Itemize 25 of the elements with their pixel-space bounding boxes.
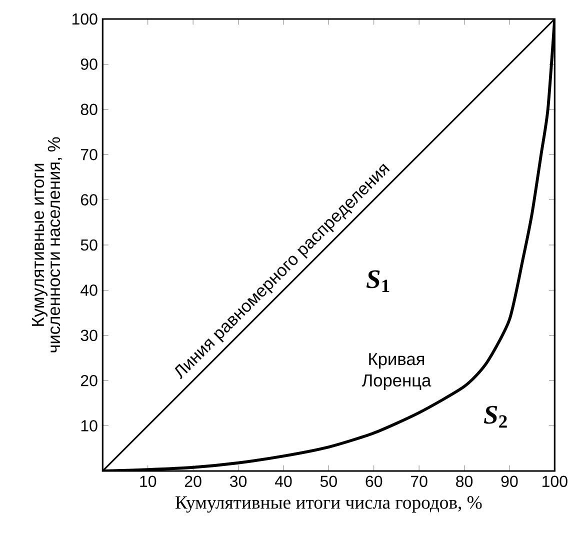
x-tick-label: 80 [456,476,473,488]
y-axis-title: Кумулятивные итоги численности населения, % [32,137,62,352]
x-tick-label: 30 [230,476,247,488]
x-tick-label: 100 [542,476,568,488]
annotation: S$_{2}$ [484,406,507,428]
y-tick-label: 40 [80,284,98,296]
annotation: S$_{1}$ [366,270,390,292]
x-tick-label: 90 [501,476,518,488]
y-tick-label: 50 [80,239,98,251]
y-tick-label: 60 [80,194,98,206]
x-axis-title: Кумулятивные итоги числа городов, % [175,496,482,513]
x-tick-label: 60 [366,476,382,488]
y-tick-label: 20 [80,374,98,386]
series-label: Кривая Лоренца [362,353,432,390]
y-tick-label: 70 [80,148,98,160]
y-tick-label: 90 [80,58,98,70]
y-tick-label: 10 [81,420,98,432]
x-tick-label: 10 [140,476,156,488]
y-tick-label: 80 [80,104,98,116]
x-tick-label: 20 [184,476,202,488]
y-tick-label: 30 [80,330,98,342]
x-tick-label: 70 [410,476,428,488]
y-tick-label: 100 [72,13,98,25]
x-tick-label: 50 [320,476,337,488]
x-tick-label: 40 [274,476,292,488]
